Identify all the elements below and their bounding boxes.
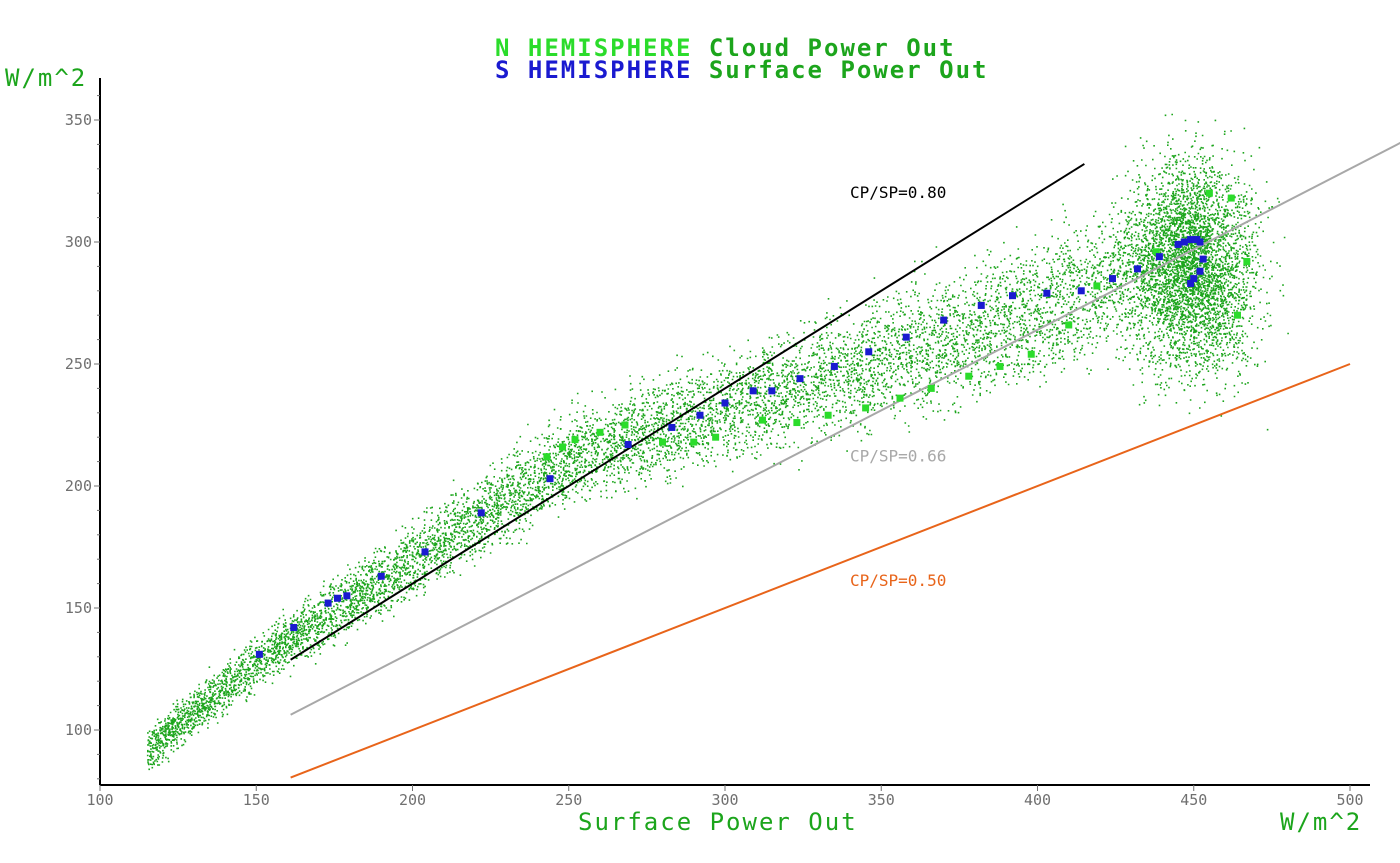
point-n-9 xyxy=(793,419,801,427)
point-s-0 xyxy=(255,650,263,658)
x-axis-label: Surface Power Out xyxy=(578,808,858,836)
point-n-3 xyxy=(596,428,604,436)
point-n-10 xyxy=(824,411,832,419)
point-s-15 xyxy=(796,375,804,383)
point-n-19 xyxy=(1152,248,1160,256)
point-s-18 xyxy=(902,333,910,341)
point-s-29 xyxy=(1187,236,1195,244)
title-1-prefix: N HEMISPHERE xyxy=(495,34,692,62)
point-n-22 xyxy=(1234,311,1241,319)
y-tick-label: 250 xyxy=(65,355,92,373)
point-n-11 xyxy=(862,404,870,412)
point-n-2 xyxy=(571,436,579,444)
point-s-34 xyxy=(1190,275,1198,283)
point-s-10 xyxy=(668,423,676,431)
point-s-17 xyxy=(865,348,873,356)
y-tick-label: 200 xyxy=(65,477,92,495)
point-s-9 xyxy=(624,441,632,449)
point-s-7 xyxy=(477,509,485,517)
reference-lines xyxy=(290,141,1400,779)
point-s-6 xyxy=(421,548,429,556)
x-tick-label: 150 xyxy=(243,791,270,809)
point-s-26 xyxy=(1155,253,1163,261)
x-tick-label: 250 xyxy=(555,791,582,809)
point-n-6 xyxy=(690,438,698,446)
point-s-35 xyxy=(1187,279,1195,287)
y-tick-label: 300 xyxy=(65,233,92,251)
point-s-14 xyxy=(768,387,776,395)
point-s-19 xyxy=(940,316,948,324)
point-s-8 xyxy=(546,475,554,483)
scatter-cloud xyxy=(146,113,1289,771)
point-s-20 xyxy=(977,301,985,309)
point-s-13 xyxy=(749,387,757,395)
title-1-rest: Cloud Power Out xyxy=(709,34,956,62)
point-n-14 xyxy=(965,372,973,380)
point-s-1 xyxy=(290,624,298,632)
title-2-rest: Surface Power Out xyxy=(709,56,989,84)
axes xyxy=(99,78,1370,786)
chart-title-line-1: N HEMISPHERE Cloud Power Out xyxy=(495,34,956,62)
point-s-16 xyxy=(830,362,838,370)
point-s-22 xyxy=(1043,289,1051,297)
point-n-20 xyxy=(1205,189,1213,197)
x-tick-label: 100 xyxy=(86,791,113,809)
title-2-prefix: S HEMISPHERE xyxy=(495,56,692,84)
point-s-28 xyxy=(1180,238,1188,246)
point-s-27 xyxy=(1174,240,1182,248)
x-axis-unit: W/m^2 xyxy=(1280,808,1362,836)
y-axis-unit: W/m^2 xyxy=(5,64,87,92)
x-tick-label: 300 xyxy=(711,791,738,809)
point-n-23 xyxy=(1243,258,1251,266)
x-tick-label: 400 xyxy=(1024,791,1051,809)
x-tick-label: 450 xyxy=(1180,791,1207,809)
point-s-3 xyxy=(334,594,341,602)
reference-line-0 xyxy=(290,163,1085,661)
point-s-32 xyxy=(1199,255,1207,263)
point-n-0 xyxy=(543,453,551,461)
x-tick-label: 500 xyxy=(1336,791,1363,809)
reference-line-label-2: CP/SP=0.50 xyxy=(850,571,946,590)
chart-title-line-2: S HEMISPHERE Surface Power Out xyxy=(495,56,988,84)
point-n-17 xyxy=(1065,321,1073,329)
point-n-13 xyxy=(927,384,935,392)
point-s-5 xyxy=(377,572,385,580)
scatter-cloud-points xyxy=(146,113,1289,771)
y-tick-label: 100 xyxy=(65,721,92,739)
y-tick-label: 350 xyxy=(65,111,92,129)
point-n-15 xyxy=(996,362,1004,370)
reference-line-labels: CP/SP=0.80 CP/SP=0.66 CP/SP=0.50 xyxy=(850,183,946,590)
x-tick-label: 350 xyxy=(868,791,895,809)
point-s-33 xyxy=(1196,267,1204,275)
x-tick-label: 200 xyxy=(399,791,426,809)
point-s-21 xyxy=(1009,292,1016,300)
point-s-4 xyxy=(343,592,351,600)
reference-line-label-0: CP/SP=0.80 xyxy=(850,183,946,202)
reference-line-label-1: CP/SP=0.66 xyxy=(850,447,946,466)
point-s-25 xyxy=(1134,265,1141,273)
y-tick-label: 150 xyxy=(65,599,92,617)
point-n-8 xyxy=(759,416,766,424)
series-s-hemisphere xyxy=(255,236,1207,658)
reference-line-2 xyxy=(290,363,1351,779)
series-n-hemisphere xyxy=(543,189,1251,461)
point-n-16 xyxy=(1027,350,1035,358)
reference-line-1 xyxy=(290,141,1400,716)
point-s-24 xyxy=(1109,275,1116,283)
point-n-18 xyxy=(1093,282,1101,290)
point-n-4 xyxy=(621,421,629,429)
point-n-12 xyxy=(896,394,904,402)
point-s-12 xyxy=(721,399,729,407)
axis-ticks: 100 150 200 250 300 350 400 450 500 100 150 200 250 3… xyxy=(65,95,1364,809)
point-n-1 xyxy=(559,443,566,451)
point-n-7 xyxy=(712,433,720,441)
point-s-11 xyxy=(696,411,704,419)
point-s-31 xyxy=(1196,238,1204,246)
point-s-2 xyxy=(324,599,332,607)
point-n-21 xyxy=(1227,194,1235,202)
point-n-5 xyxy=(659,438,666,446)
point-s-23 xyxy=(1077,287,1085,295)
